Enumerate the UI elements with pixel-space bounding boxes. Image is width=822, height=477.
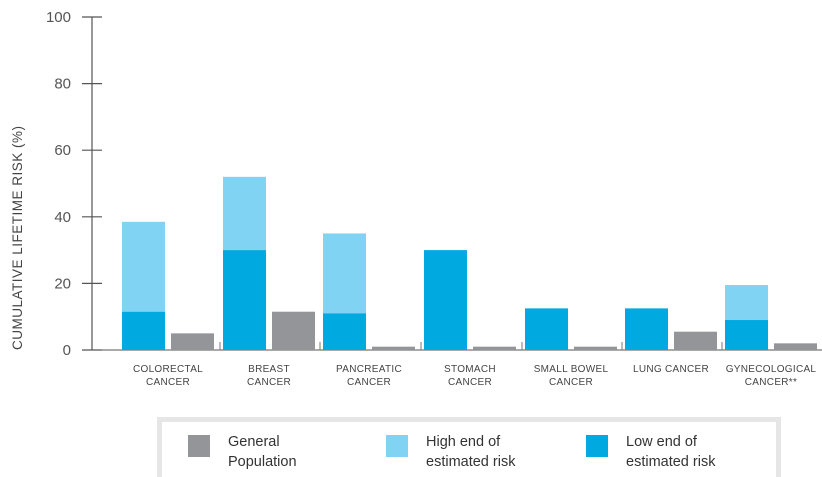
bar-general-population: [272, 311, 315, 350]
legend-item-high-end: High end of estimated risk: [386, 432, 515, 472]
legend-item-general-population: General Population: [188, 432, 297, 472]
x-category-label-line: PANCREATIC: [336, 364, 402, 375]
legend-label-line: estimated risk: [626, 454, 716, 470]
bar-high-end-risk: [122, 221, 165, 312]
chart-legend: General Population High end of estimated…: [157, 417, 781, 477]
legend-label-line: General: [228, 434, 280, 450]
legend-label-low: Low end of estimated risk: [626, 432, 715, 472]
x-category-label: SMALL BOWEL CANCER: [534, 364, 609, 388]
bar-general-population: [473, 346, 516, 350]
legend-label-general: General Population: [228, 432, 297, 472]
x-category-label-line: CANCER: [347, 377, 391, 388]
x-category-label-line: CANCER: [146, 377, 190, 388]
bar-general-population: [171, 333, 214, 350]
legend-label-high: High end of estimated risk: [426, 432, 515, 472]
x-category-label: LUNG CANCER: [633, 364, 709, 375]
x-category-label: STOMACH CANCER: [444, 364, 496, 388]
bar-high-end-risk: [223, 176, 266, 251]
y-tick-label: 20: [54, 275, 71, 292]
x-category-label-line: CANCER: [448, 377, 492, 388]
y-tick-label: 100: [46, 9, 71, 26]
bar-chart: 0 20 40 60 80 100 COLORECTAL CANCER BREAST CANCE…: [10, 9, 822, 388]
legend-label-line: Low end of: [626, 434, 697, 450]
x-category-label: PANCREATIC CANCER: [336, 364, 402, 388]
legend-label-line: High end of: [426, 434, 501, 450]
x-category-label-line: SMALL BOWEL: [534, 364, 609, 375]
bar-low-end-risk: [323, 313, 366, 350]
bar-low-end-risk: [625, 308, 668, 350]
x-category-label-line: CANCER: [549, 377, 593, 388]
y-tick-label: 40: [54, 209, 71, 226]
y-tick-label: 60: [54, 142, 71, 159]
x-category-label-line: BREAST: [248, 364, 290, 375]
bar-low-end-risk: [525, 308, 568, 350]
legend-swatch-general: [188, 435, 210, 457]
legend-label-line: Population: [228, 454, 297, 470]
x-category-label: GYNECOLOGICAL CANCER**: [726, 364, 817, 388]
chart-bars: [122, 176, 817, 350]
bar-low-end-risk: [122, 311, 165, 350]
bar-low-end-risk: [223, 250, 266, 350]
bar-general-population: [674, 331, 717, 350]
x-category-label-line: LUNG CANCER: [633, 364, 709, 375]
legend-swatch-low: [586, 435, 608, 457]
x-category-label: COLORECTAL CANCER: [133, 364, 203, 388]
x-category-label: BREAST CANCER: [247, 364, 291, 388]
y-tick-label: 80: [54, 76, 71, 93]
x-category-label-line: CANCER: [247, 377, 291, 388]
y-axis-label: CUMULATIVE LIFETIME RISK (%): [10, 125, 25, 350]
legend-swatch-high: [386, 435, 408, 457]
bar-general-population: [372, 346, 415, 350]
y-tick-label: 0: [63, 342, 71, 359]
bar-low-end-risk: [424, 250, 467, 350]
legend-item-low-end: Low end of estimated risk: [586, 432, 715, 472]
chart-category-labels: COLORECTAL CANCER BREAST CANCER PANCREATIC CA…: [133, 364, 816, 388]
x-category-label-line: COLORECTAL: [133, 364, 203, 375]
legend-label-line: estimated risk: [426, 454, 516, 470]
bar-high-end-risk: [323, 233, 366, 314]
bar-low-end-risk: [725, 320, 768, 350]
x-category-label-line: CANCER**: [745, 377, 797, 388]
bar-general-population: [574, 346, 617, 350]
bar-high-end-risk: [725, 285, 768, 321]
x-category-label-line: GYNECOLOGICAL: [726, 364, 817, 375]
bar-general-population: [774, 343, 817, 350]
x-category-label-line: STOMACH: [444, 364, 496, 375]
